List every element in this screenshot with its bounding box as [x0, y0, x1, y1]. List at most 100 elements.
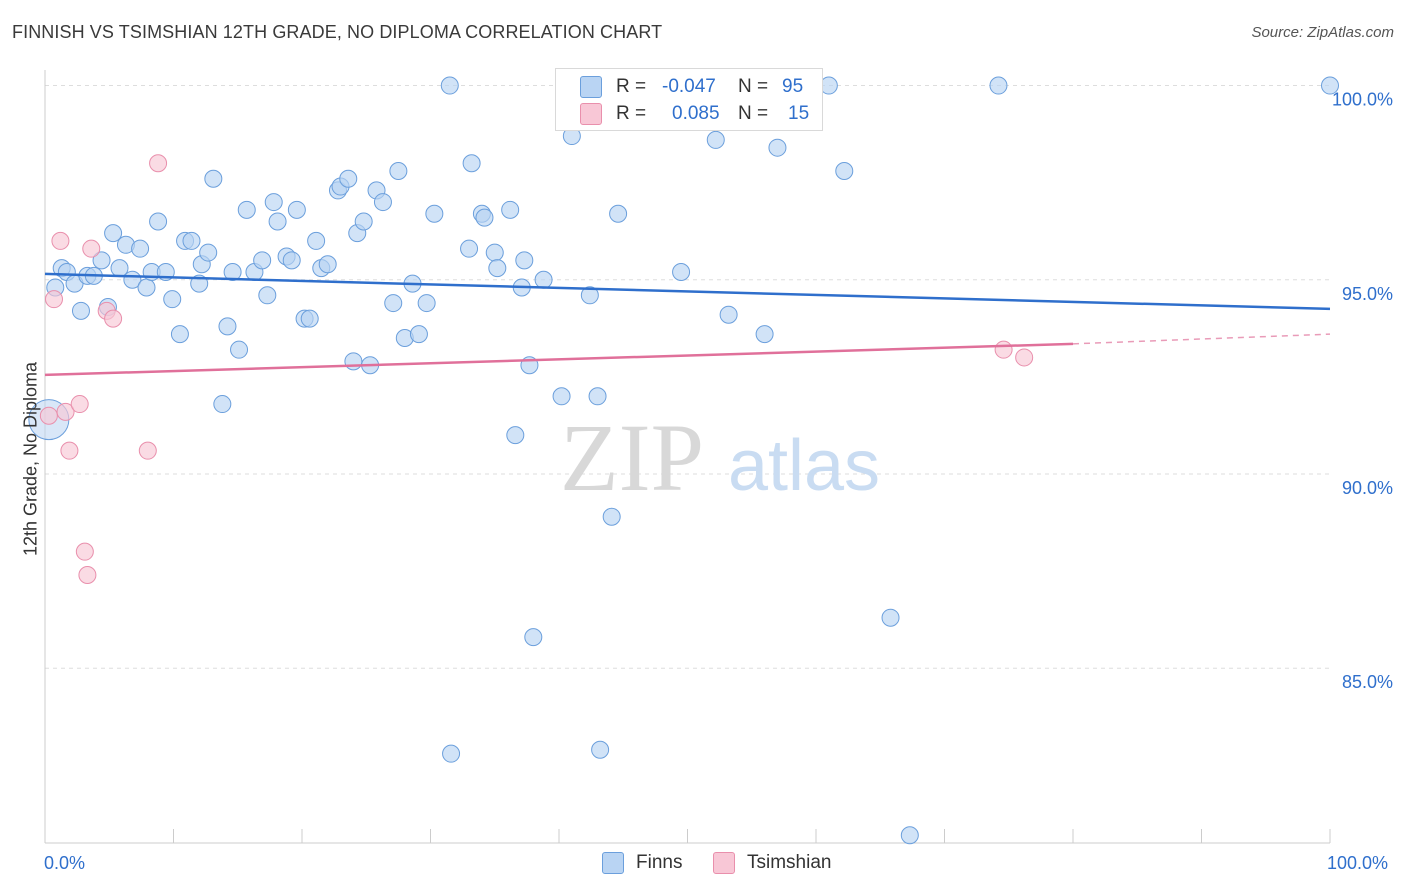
finns-point [1321, 76, 1339, 95]
y-tick-label: 95.0% [1342, 284, 1393, 304]
finns-point [131, 239, 150, 258]
finns-point [755, 325, 774, 344]
finns-point [384, 294, 403, 313]
tsimshian-point [82, 239, 101, 258]
finns-point [213, 395, 232, 414]
tsimshian-r-value: 0.085 [672, 103, 720, 124]
tsimshian-point [44, 290, 63, 309]
finns-point [354, 212, 373, 231]
finns-point [230, 340, 249, 359]
finns-point [534, 270, 553, 289]
finns-point [552, 387, 571, 406]
legend-box: R = -0.047 N = 95 R = 0.085 N = 15 [555, 68, 823, 131]
axes [44, 70, 1331, 844]
finns-point [268, 212, 287, 231]
source-label: Source: ZipAtlas.com [1251, 24, 1394, 41]
finns-point [768, 138, 787, 157]
tsimshian-point [60, 441, 79, 460]
tsimshian-point [75, 542, 94, 561]
finns-n-label: N = [738, 76, 769, 97]
y-tick-label: 90.0% [1342, 478, 1393, 498]
finns-r-label: R = [616, 76, 647, 97]
tsimshian-points [39, 154, 1034, 584]
bottom-legend-tsimshian: Tsimshian [713, 852, 831, 874]
finns-point [462, 154, 481, 173]
tsimshian-legend-swatch [713, 852, 735, 874]
x-tick-label-min: 0.0% [44, 853, 86, 873]
finns-point [706, 130, 725, 149]
finns-point [881, 608, 900, 627]
tsimshian-point [104, 309, 123, 328]
finns-point [339, 169, 358, 188]
tsimshian-point [994, 340, 1013, 359]
legend-row-finns: R = -0.047 N = 95 [580, 76, 803, 98]
bottom-legend: Finns Tsimshian [0, 852, 1406, 876]
finns-point [588, 387, 607, 406]
finns-point [506, 426, 525, 445]
finns-point [425, 204, 444, 223]
finns-point [373, 193, 392, 212]
finns-point [182, 231, 201, 250]
finns-point [719, 305, 738, 324]
finns-point [442, 744, 461, 763]
finns-point [485, 243, 504, 262]
finns-legend-swatch [602, 852, 624, 874]
finns-point [835, 161, 854, 180]
finns-point [199, 243, 218, 262]
bottom-legend-finns: Finns [602, 852, 682, 874]
finns-point [609, 204, 628, 223]
chart-title: FINNISH VS TSIMSHIAN 12TH GRADE, NO DIPL… [12, 22, 663, 42]
tsimshian-point [70, 395, 89, 414]
finns-point [104, 224, 123, 243]
finns-point [580, 286, 599, 305]
finns-point [264, 193, 283, 212]
finns-point [672, 262, 691, 281]
finns-point [253, 251, 272, 270]
watermark: ZIP atlas [560, 404, 880, 511]
finns-point [524, 628, 543, 647]
finns-point [71, 301, 90, 320]
finns-point [163, 290, 182, 309]
tsimshian-point [149, 154, 168, 173]
finns-point [440, 76, 459, 95]
tsimshian-r-label: R = [616, 103, 647, 124]
finns-point [92, 251, 111, 270]
finns-point [417, 294, 436, 313]
finns-point [989, 76, 1008, 95]
y-tick-labels: 100.0% 95.0% 90.0% 85.0% [1332, 90, 1393, 693]
tsimshian-point [78, 565, 97, 584]
finns-point [300, 309, 319, 328]
watermark-zip: ZIP [560, 404, 704, 511]
legend-row-tsimshian: R = 0.085 N = 15 [580, 103, 809, 125]
finns-point [591, 740, 610, 759]
tsimshian-trend-line [44, 342, 1074, 377]
tsimshian-legend-label: Tsimshian [747, 852, 832, 873]
tsimshian-n-label: N = [738, 103, 769, 124]
y-tick-label: 85.0% [1342, 672, 1393, 692]
tsimshian-point [138, 441, 157, 460]
finns-point [204, 169, 223, 188]
finns-point [223, 262, 242, 281]
finns-point [307, 231, 326, 250]
finns-legend-label: Finns [636, 852, 683, 873]
finns-point [218, 317, 237, 336]
tsimshian-n-value: 15 [788, 103, 810, 124]
finns-point [900, 826, 919, 845]
finns-point [515, 251, 534, 270]
finns-point [501, 200, 520, 219]
y-axis-label: 12th Grade, No Diploma [20, 361, 41, 557]
finns-point [475, 208, 494, 227]
finns-point [488, 259, 507, 278]
finns-n-value: 95 [782, 76, 804, 97]
finns-point [389, 161, 408, 180]
trend-lines [44, 272, 1331, 377]
tsimshian-point [39, 406, 58, 425]
tsimshian-swatch [580, 103, 602, 125]
finns-point [149, 212, 168, 231]
finns-point [282, 251, 301, 270]
tsimshian-trend-extension [1072, 333, 1331, 345]
finns-point [602, 507, 621, 526]
finns-point [258, 286, 277, 305]
finns-point [237, 200, 256, 219]
